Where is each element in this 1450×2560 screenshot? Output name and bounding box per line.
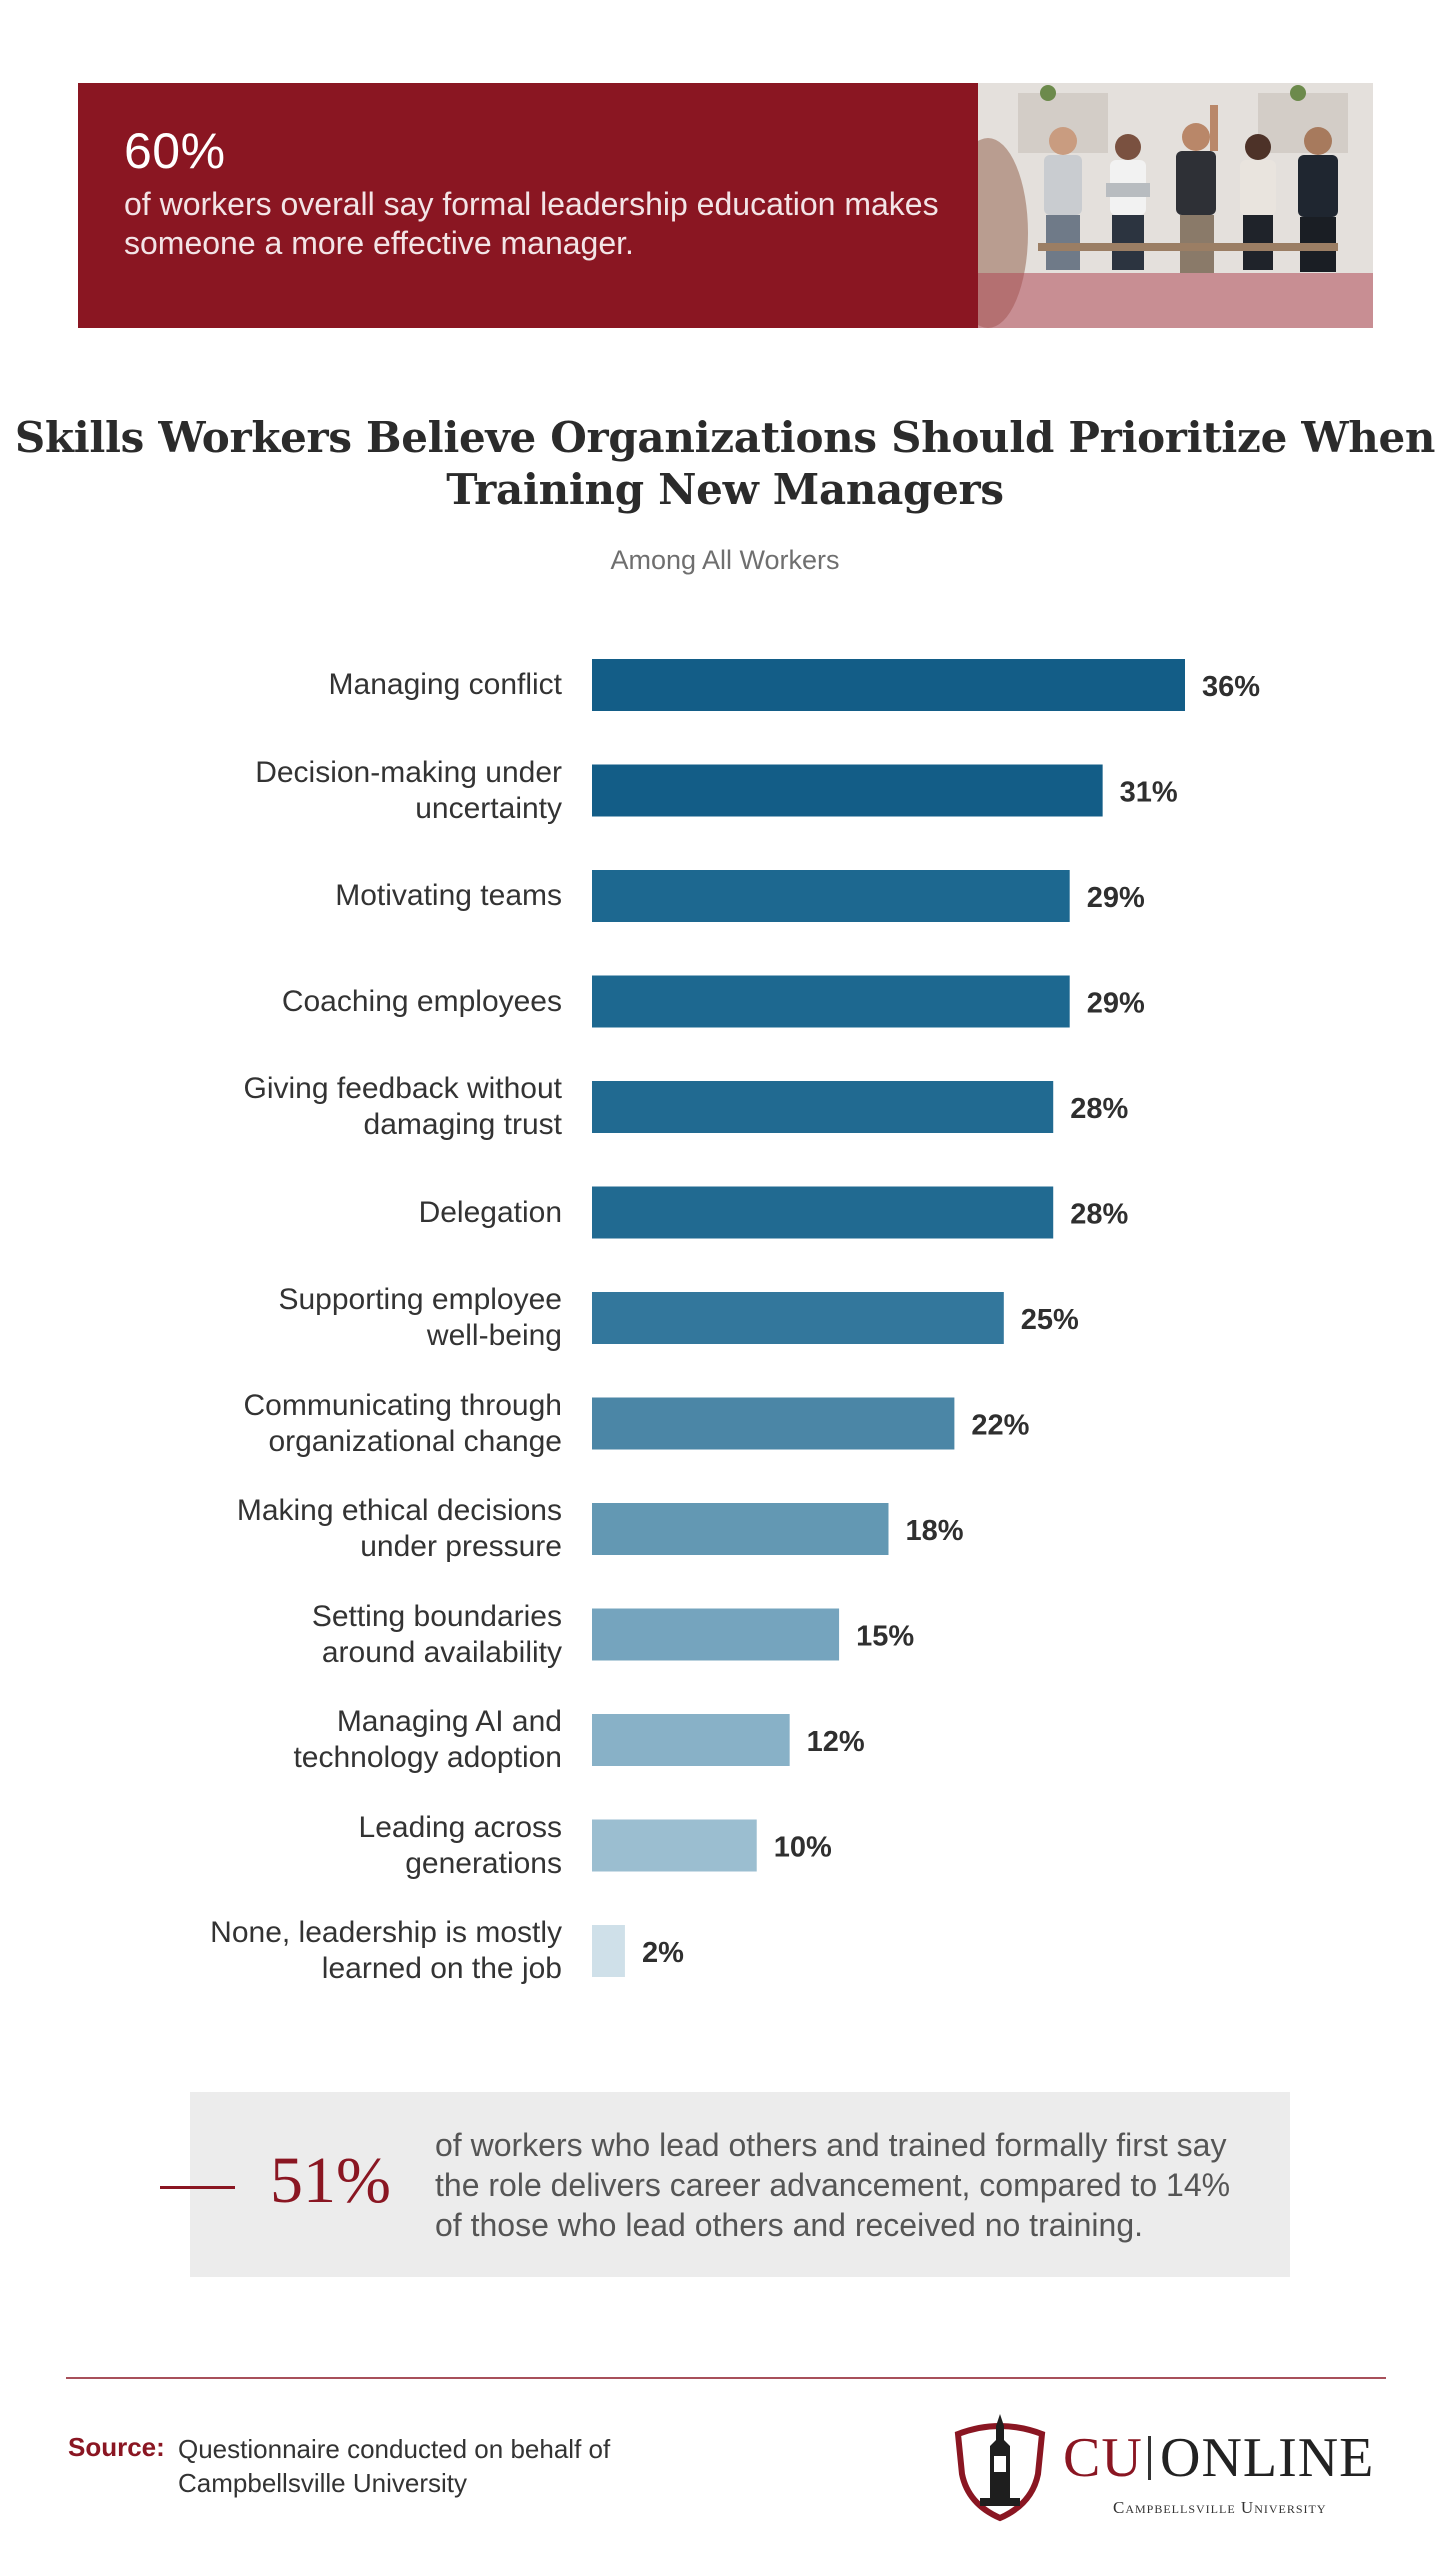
bar-value-label: 29%	[1087, 988, 1145, 1020]
banner-stat: 60%	[124, 123, 226, 179]
category-label: Giving feedback without damaging trust	[243, 1072, 562, 1141]
callout-accent-line	[160, 2186, 235, 2189]
bar-chart-svg: 36% 31% 29% 29% 28% 28% 25% 22% 18% 15% 12% 10% 2%	[592, 659, 1260, 1977]
source-label: Source:	[68, 2432, 165, 2462]
logo-university-text: Campbellsville University	[1113, 2498, 1327, 2517]
logo-online-text: ONLINE	[1160, 2427, 1375, 2489]
tower-shield-icon	[954, 2414, 1046, 2522]
bar-value-label: 25%	[1021, 1304, 1079, 1336]
bar-value-label: 2%	[642, 1937, 684, 1969]
bar	[592, 870, 1070, 922]
chart-subtitle: Among All Workers	[610, 545, 840, 575]
banner-description: of workers overall say formal leadership…	[124, 185, 939, 261]
category-label: Supporting employee well-being	[278, 1283, 562, 1352]
bar-value-label: 18%	[906, 1515, 964, 1547]
callout-text: of workers who lead others and trained f…	[435, 2127, 1231, 2243]
bar	[592, 1292, 1004, 1344]
horizontal-bar-chart: 36% 31% 29% 29% 28% 28% 25% 22% 18% 15% 12% 10% 2% M…	[0, 640, 1450, 2020]
bar	[592, 1714, 790, 1766]
bar	[592, 1397, 955, 1450]
category-label: Leading across generations	[358, 1810, 562, 1880]
category-label: Managing conflict	[328, 668, 562, 701]
bar-value-label: 15%	[856, 1621, 914, 1653]
bar-value-label: 28%	[1070, 1093, 1128, 1125]
bar	[592, 1503, 889, 1555]
callout-box	[190, 2092, 1290, 2277]
bar	[592, 1925, 625, 1977]
category-label: Setting boundaries around availability	[311, 1599, 562, 1669]
callout-stat: 51%	[270, 2144, 391, 2217]
bar	[592, 1081, 1054, 1133]
footer-divider	[66, 2377, 1386, 2379]
bar	[592, 764, 1103, 817]
category-label: None, leadership is mostly learned on th…	[210, 1916, 562, 1985]
category-label: Making ethical decisions under pressure	[236, 1494, 562, 1563]
bar-value-label: 36%	[1202, 671, 1260, 703]
bar	[592, 1608, 840, 1661]
bar	[592, 659, 1185, 711]
bar	[592, 975, 1070, 1028]
cu-online-logo: CU ONLINE Campbellsville University	[950, 2412, 1390, 2522]
source-text: Questionnaire conducted on behalf of Cam…	[178, 2434, 611, 2498]
category-label: Communicating through organizational cha…	[243, 1388, 562, 1458]
bar-value-label: 10%	[774, 1832, 832, 1864]
category-label: Decision-making under uncertainty	[255, 755, 562, 825]
category-label: Managing AI and technology adoption	[293, 1705, 562, 1774]
logo-cu-text: CU	[1063, 2427, 1143, 2489]
logo-separator	[1148, 2436, 1151, 2480]
bar-value-label: 12%	[807, 1726, 865, 1758]
bar-value-label: 31%	[1120, 777, 1178, 809]
bar-value-label: 22%	[971, 1410, 1029, 1442]
stat-banner: 60% of workers overall say formal leader…	[78, 83, 1373, 328]
bar-value-label: 28%	[1070, 1199, 1128, 1231]
bar	[592, 1819, 757, 1872]
bar-value-label: 29%	[1087, 882, 1145, 914]
chart-title: Skills Workers Believe Organizations Sho…	[14, 413, 1436, 514]
bar	[592, 1186, 1054, 1239]
people-seated-in-office-photo	[978, 83, 1373, 328]
category-label: Delegation	[418, 1195, 562, 1229]
banner-text: 60% of workers overall say formal leader…	[124, 123, 944, 263]
category-label: Coaching employees	[281, 984, 562, 1018]
category-label: Motivating teams	[335, 879, 562, 912]
